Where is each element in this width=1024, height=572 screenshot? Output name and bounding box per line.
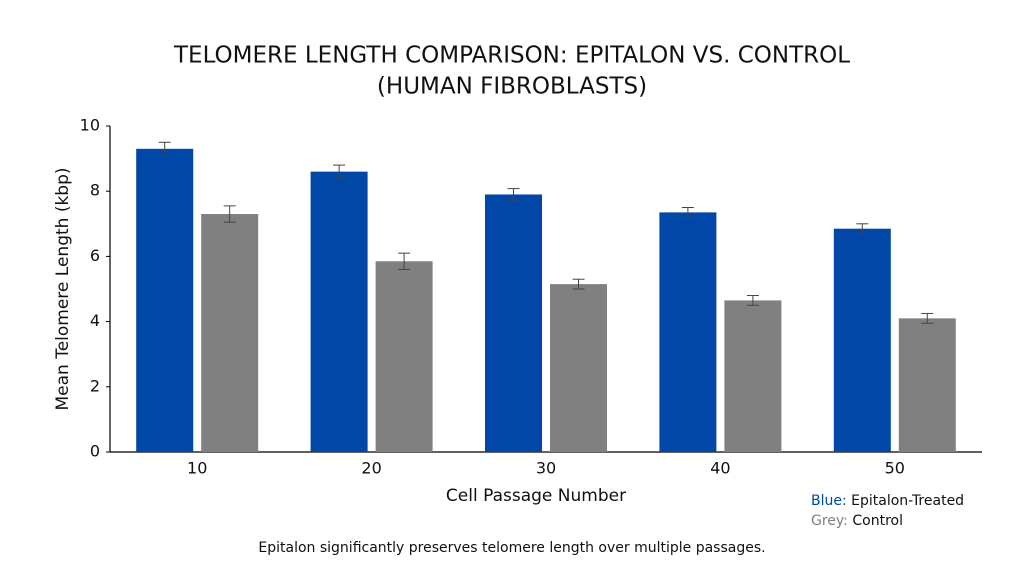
bar xyxy=(659,212,717,452)
y-tick-label: 10 xyxy=(80,116,100,135)
legend-prefix: Blue: xyxy=(811,493,847,509)
bar xyxy=(724,300,782,452)
legend-prefix: Grey: xyxy=(811,513,848,529)
y-tick-label: 4 xyxy=(90,311,100,330)
bar xyxy=(898,318,956,452)
bar xyxy=(136,148,194,452)
chart-title: (HUMAN FIBROBLASTS) xyxy=(377,74,647,100)
y-axis-label: Mean Telomere Length (kbp) xyxy=(53,167,73,410)
error-bar xyxy=(158,141,171,156)
error-bar xyxy=(746,295,759,306)
caption: Epitalon significantly preserves telomer… xyxy=(258,540,765,556)
y-tick-label: 8 xyxy=(90,181,100,200)
legend-entry: Blue: Epitalon-Treated xyxy=(811,493,964,509)
error-bar xyxy=(856,223,869,235)
legend-entry: Grey: Control xyxy=(811,513,903,529)
bar xyxy=(201,214,259,452)
bar xyxy=(550,284,607,452)
y-tick-label: 2 xyxy=(90,376,100,395)
legend-label: Epitalon-Treated xyxy=(851,493,964,509)
bar xyxy=(375,261,433,452)
y-tick-label: 6 xyxy=(90,246,100,265)
error-bar xyxy=(333,164,346,179)
bar xyxy=(833,228,891,452)
error-bar xyxy=(223,205,236,223)
error-bar xyxy=(681,207,694,218)
bar xyxy=(485,194,542,452)
error-bar xyxy=(507,188,520,201)
x-tick-label: 50 xyxy=(885,459,905,478)
x-axis-label: Cell Passage Number xyxy=(446,486,626,506)
error-bar xyxy=(921,312,934,324)
bar xyxy=(310,171,368,452)
error-bar xyxy=(572,278,585,290)
x-tick-label: 20 xyxy=(361,459,381,478)
x-tick-label: 10 xyxy=(187,459,207,478)
chart-title: TELOMERE LENGTH COMPARISON: EPITALON VS.… xyxy=(173,43,850,69)
legend-label: Control xyxy=(852,513,903,529)
x-tick-label: 30 xyxy=(536,459,556,478)
error-bar xyxy=(398,252,411,270)
x-tick-label: 40 xyxy=(710,459,730,478)
y-tick-label: 0 xyxy=(90,442,100,461)
